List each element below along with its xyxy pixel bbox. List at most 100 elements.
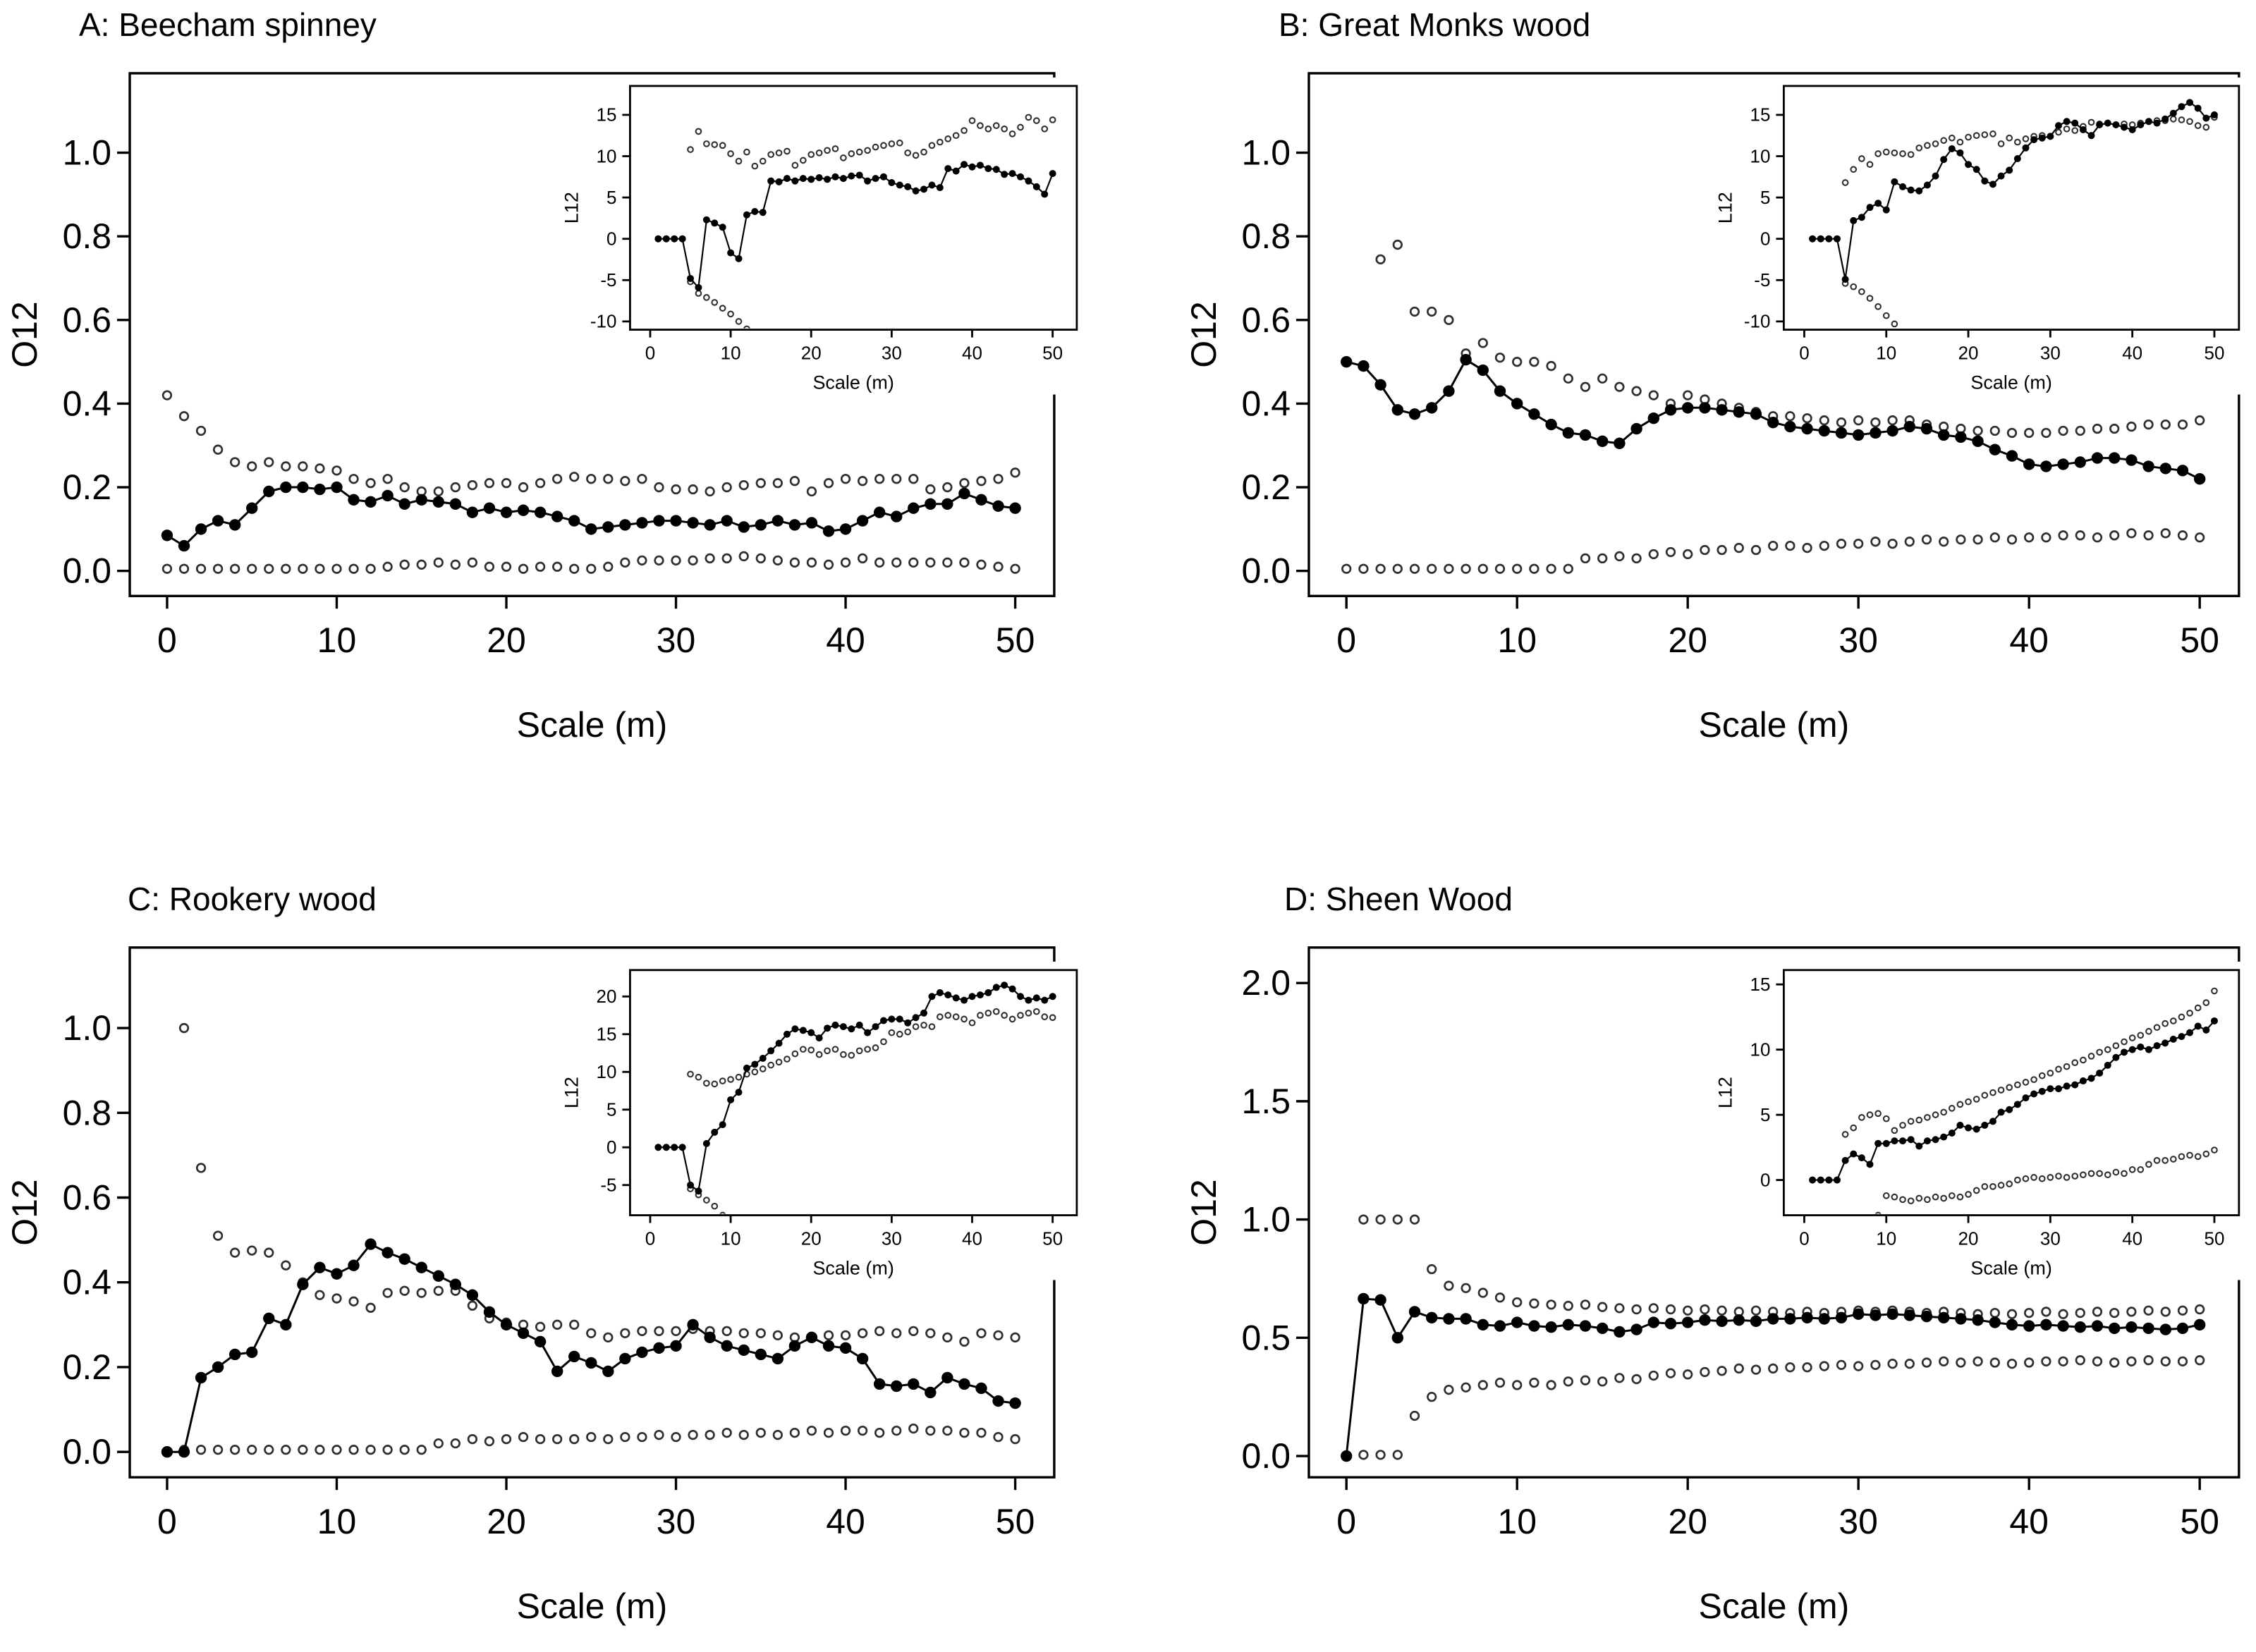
svg-text:-5: -5 bbox=[1754, 269, 1770, 290]
svg-text:O12: O12 bbox=[5, 1179, 44, 1245]
svg-text:30: 30 bbox=[657, 1502, 696, 1541]
svg-text:-5: -5 bbox=[600, 1175, 616, 1196]
svg-text:10: 10 bbox=[1497, 1502, 1537, 1541]
svg-text:10: 10 bbox=[1876, 1228, 1896, 1249]
svg-text:50: 50 bbox=[2180, 620, 2219, 660]
svg-text:20: 20 bbox=[1668, 620, 1707, 660]
svg-text:0.0: 0.0 bbox=[1242, 1436, 1291, 1476]
svg-text:0: 0 bbox=[1799, 343, 1809, 364]
panel-b-great-monks-wood: B: Great Monks wood 0 10 20 30 40 50 0.0 0.2 0.4… bbox=[1128, 0, 2256, 826]
panel-d-title: D: Sheen Wood bbox=[1284, 881, 1513, 917]
svg-text:5: 5 bbox=[606, 187, 616, 208]
svg-text:1.0: 1.0 bbox=[63, 133, 111, 173]
svg-text:0: 0 bbox=[1336, 620, 1356, 660]
svg-text:Scale (m): Scale (m) bbox=[812, 372, 894, 393]
svg-text:40: 40 bbox=[962, 1228, 982, 1249]
svg-text:15: 15 bbox=[597, 104, 617, 126]
svg-text:0: 0 bbox=[1760, 228, 1770, 250]
svg-text:30: 30 bbox=[1839, 1502, 1878, 1541]
svg-text:Scale (m): Scale (m) bbox=[1699, 705, 1850, 745]
svg-text:O12: O12 bbox=[1184, 301, 1224, 367]
svg-text:0: 0 bbox=[157, 1502, 177, 1541]
svg-text:0: 0 bbox=[645, 343, 655, 364]
svg-text:10: 10 bbox=[1497, 620, 1537, 660]
svg-text:0.2: 0.2 bbox=[63, 467, 111, 507]
svg-text:20: 20 bbox=[487, 620, 526, 660]
svg-text:2.0: 2.0 bbox=[1242, 963, 1291, 1003]
svg-text:0.0: 0.0 bbox=[63, 1432, 111, 1471]
svg-text:0: 0 bbox=[606, 228, 616, 250]
svg-text:30: 30 bbox=[1839, 620, 1878, 660]
svg-text:Scale (m): Scale (m) bbox=[1970, 372, 2051, 393]
svg-text:10: 10 bbox=[721, 1228, 741, 1249]
svg-text:0.8: 0.8 bbox=[1242, 216, 1291, 256]
svg-text:50: 50 bbox=[1042, 1228, 1063, 1249]
svg-text:10: 10 bbox=[1750, 1039, 1771, 1060]
svg-text:0.6: 0.6 bbox=[63, 1177, 111, 1217]
svg-text:50: 50 bbox=[2180, 1502, 2219, 1541]
svg-text:40: 40 bbox=[826, 1502, 865, 1541]
svg-text:40: 40 bbox=[2009, 1502, 2049, 1541]
panel-b-title: B: Great Monks wood bbox=[1279, 6, 1591, 43]
svg-text:Scale (m): Scale (m) bbox=[1970, 1257, 2051, 1278]
svg-text:20: 20 bbox=[801, 343, 822, 364]
svg-text:0: 0 bbox=[606, 1137, 616, 1158]
svg-text:10: 10 bbox=[721, 343, 741, 364]
svg-text:50: 50 bbox=[996, 1502, 1035, 1541]
svg-text:Scale (m): Scale (m) bbox=[517, 1586, 668, 1626]
svg-text:0.4: 0.4 bbox=[1242, 384, 1291, 423]
panel-a-beecham-spinney: A: Beecham spinney 0 10 20 30 40 50 0.0 0.2 0.4 0… bbox=[0, 0, 1128, 826]
panel-c-rookery-wood: C: Rookery wood 0 10 20 30 40 50 0.0 0.2 0.4 0.6 0… bbox=[0, 826, 1128, 1652]
svg-text:-5: -5 bbox=[600, 269, 616, 290]
svg-text:10: 10 bbox=[1876, 343, 1896, 364]
svg-text:0.8: 0.8 bbox=[63, 216, 111, 256]
svg-text:O12: O12 bbox=[5, 301, 44, 367]
svg-text:10: 10 bbox=[1750, 145, 1771, 166]
svg-text:10: 10 bbox=[597, 145, 617, 166]
svg-text:0.5: 0.5 bbox=[1242, 1318, 1291, 1357]
svg-text:0: 0 bbox=[645, 1228, 655, 1249]
svg-text:10: 10 bbox=[597, 1061, 617, 1082]
svg-text:0.6: 0.6 bbox=[1242, 300, 1291, 340]
svg-text:50: 50 bbox=[2205, 343, 2225, 364]
svg-text:0.2: 0.2 bbox=[63, 1347, 111, 1387]
svg-text:30: 30 bbox=[2040, 343, 2061, 364]
svg-text:1.5: 1.5 bbox=[1242, 1082, 1291, 1121]
svg-text:0.4: 0.4 bbox=[63, 1263, 111, 1302]
svg-text:0: 0 bbox=[1760, 1169, 1770, 1190]
svg-text:0.0: 0.0 bbox=[63, 551, 111, 591]
svg-text:30: 30 bbox=[657, 620, 696, 660]
svg-text:20: 20 bbox=[1958, 1228, 1979, 1249]
svg-text:15: 15 bbox=[1750, 974, 1771, 995]
svg-text:40: 40 bbox=[962, 343, 982, 364]
svg-text:30: 30 bbox=[2040, 1228, 2061, 1249]
svg-text:-10: -10 bbox=[590, 311, 617, 332]
svg-text:15: 15 bbox=[1750, 104, 1771, 126]
svg-text:0.4: 0.4 bbox=[63, 384, 111, 423]
svg-text:20: 20 bbox=[801, 1228, 822, 1249]
svg-text:O12: O12 bbox=[1184, 1179, 1224, 1245]
svg-text:0: 0 bbox=[157, 620, 177, 660]
svg-text:1.0: 1.0 bbox=[63, 1008, 111, 1048]
svg-text:L12: L12 bbox=[1714, 192, 1736, 224]
svg-text:0.8: 0.8 bbox=[63, 1093, 111, 1132]
svg-text:-10: -10 bbox=[1744, 311, 1771, 332]
svg-text:Scale (m): Scale (m) bbox=[1699, 1586, 1850, 1626]
svg-text:30: 30 bbox=[882, 343, 902, 364]
svg-text:20: 20 bbox=[487, 1502, 526, 1541]
svg-text:L12: L12 bbox=[561, 1077, 582, 1108]
svg-text:5: 5 bbox=[1760, 1104, 1770, 1125]
svg-text:20: 20 bbox=[597, 986, 617, 1007]
svg-text:50: 50 bbox=[996, 620, 1035, 660]
panel-c-title: C: Rookery wood bbox=[128, 881, 377, 917]
svg-text:5: 5 bbox=[1760, 187, 1770, 208]
panel-c-chart: 0 10 20 30 40 50 0.0 0.2 0.4 0.6 0.8 1.0 Scale (m) O1… bbox=[5, 946, 1088, 1626]
svg-text:Scale (m): Scale (m) bbox=[812, 1257, 894, 1278]
svg-text:50: 50 bbox=[2205, 1228, 2225, 1249]
svg-text:20: 20 bbox=[1668, 1502, 1707, 1541]
svg-text:40: 40 bbox=[2122, 343, 2142, 364]
svg-text:20: 20 bbox=[1958, 343, 1979, 364]
